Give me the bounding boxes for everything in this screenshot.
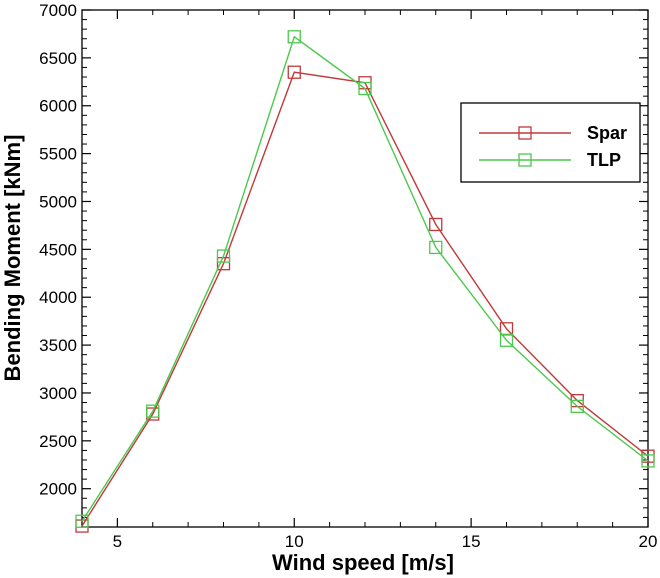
data-point — [287, 30, 301, 44]
y-tick-label: 3500 — [39, 336, 77, 355]
data-point — [499, 333, 514, 347]
plot-frame — [81, 9, 649, 528]
x-tick-label: 15 — [462, 532, 481, 551]
y-tick-label: 2500 — [39, 432, 77, 451]
y-tick-label: 6000 — [39, 97, 77, 116]
y-tick-label: 2000 — [39, 480, 77, 499]
data-point — [216, 249, 231, 263]
series-tlp — [75, 30, 655, 528]
x-tick-label: 20 — [639, 532, 658, 551]
y-tick-label: 6500 — [39, 49, 77, 68]
y-tick-label: 4000 — [39, 288, 77, 307]
legend-box — [460, 102, 641, 183]
x-tick-label: 10 — [285, 532, 304, 551]
data-point — [429, 217, 443, 232]
x-tick-label: 5 — [113, 532, 122, 551]
series-line — [81, 35, 649, 522]
legend-marker — [518, 126, 532, 140]
legend-marker — [518, 153, 532, 167]
data-point — [641, 454, 655, 468]
y-tick-label: 3000 — [39, 384, 77, 403]
legend-item-tlp: TLP — [479, 150, 621, 170]
x-axis-title: Wind speed [m/s] — [272, 550, 454, 575]
data-point — [146, 404, 160, 418]
axes: 5 10 15 20 2000 2500 3000 3500 4000 4500 5000 5500 6… — [39, 1, 657, 551]
series-layer — [75, 30, 655, 533]
y-tick-label: 4500 — [39, 240, 77, 259]
data-point — [570, 399, 584, 414]
plot-area — [81, 9, 649, 528]
legend-item-spar: Spar — [479, 123, 627, 143]
y-tick-label: 5000 — [39, 192, 77, 211]
legend-label: Spar — [587, 123, 627, 143]
data-point — [75, 514, 89, 528]
y-tick-label: 5500 — [39, 145, 77, 164]
y-axis-title: Bending Moment [kNm] — [0, 135, 25, 382]
y-tick-label: 7000 — [39, 1, 77, 20]
legend-label: TLP — [587, 150, 621, 170]
legend: Spar TLP — [460, 102, 641, 183]
data-point — [429, 240, 443, 255]
data-point — [287, 65, 301, 79]
data-point — [358, 81, 372, 96]
